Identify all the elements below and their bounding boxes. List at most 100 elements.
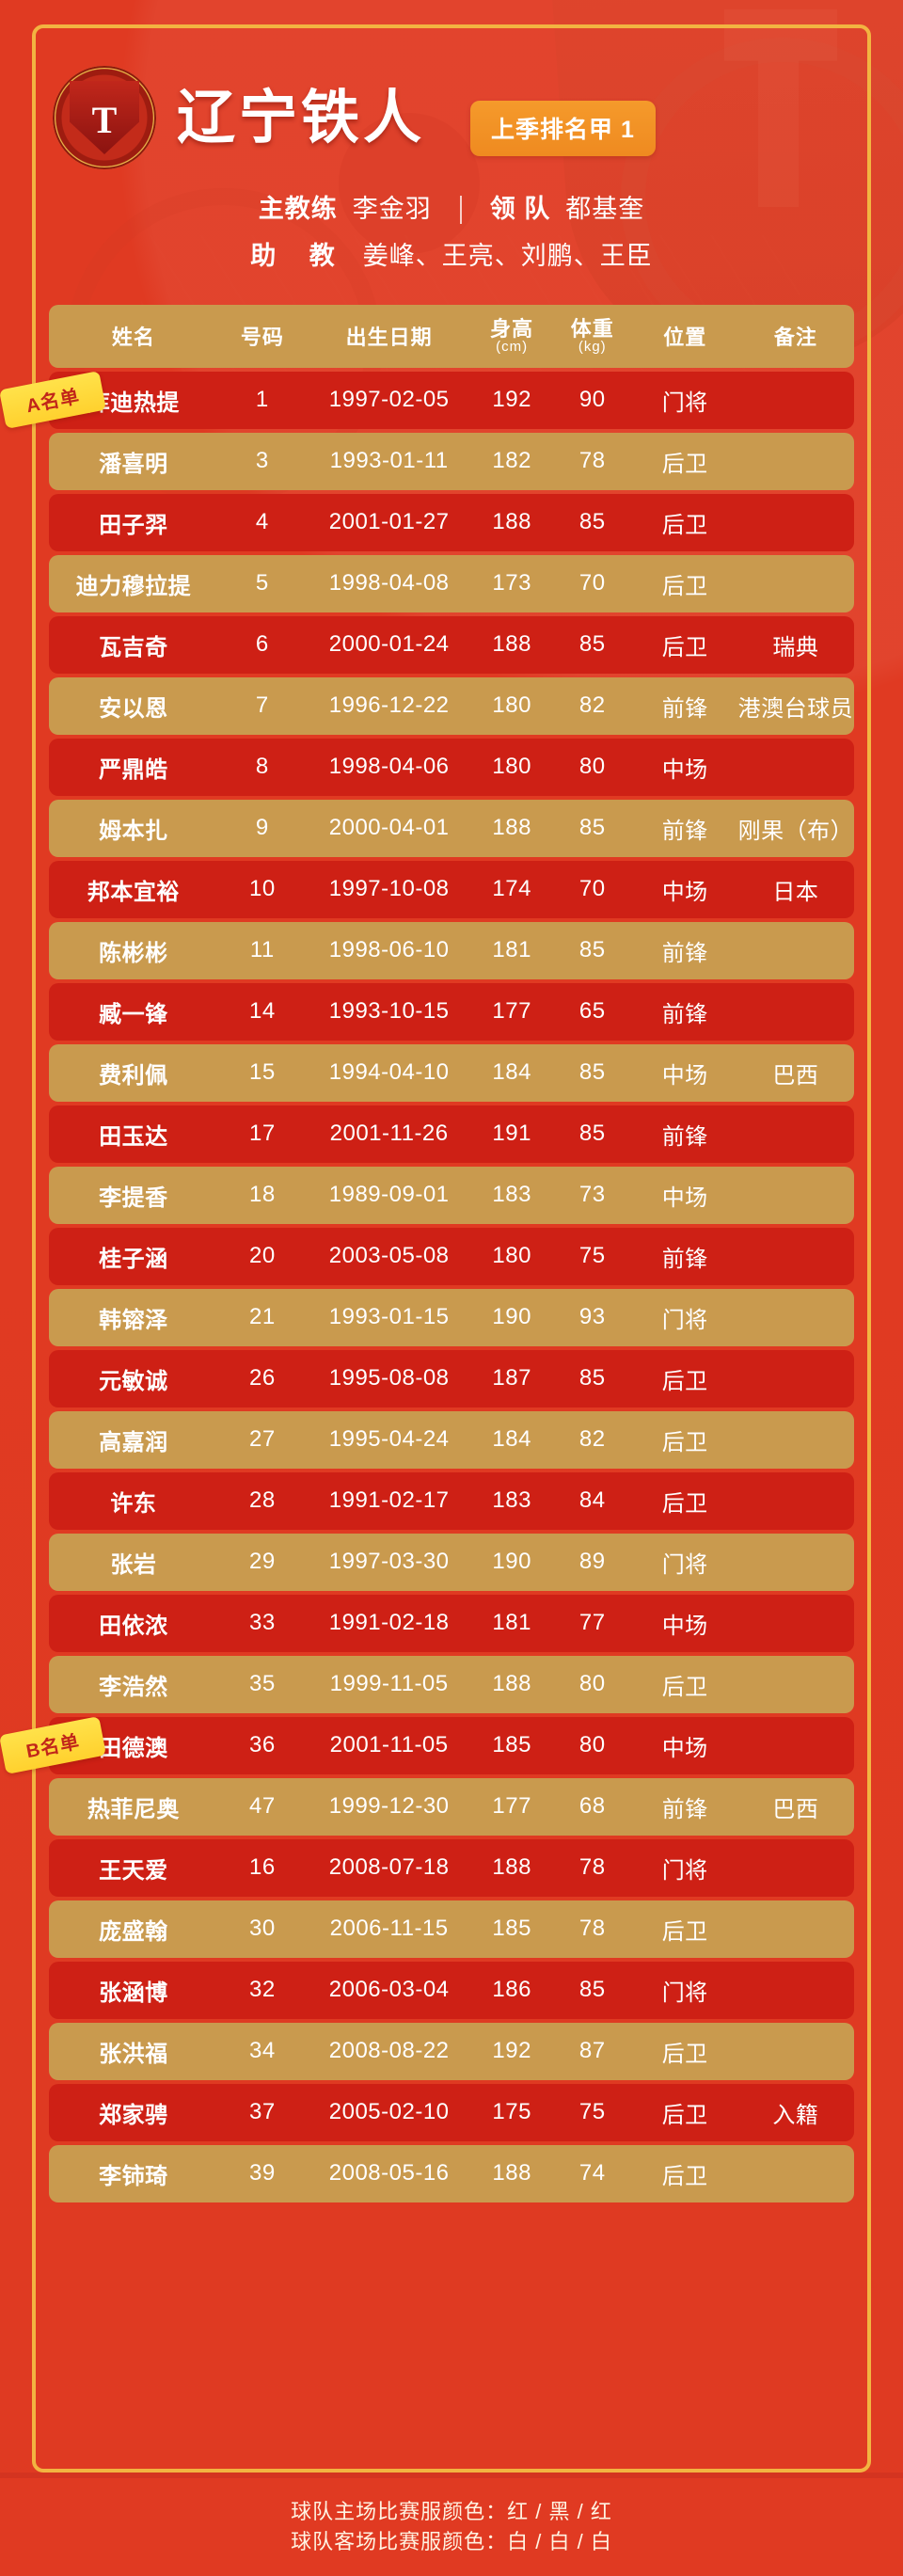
table-row: 臧一锋 14 1993-10-15 177 65 前锋	[49, 982, 854, 1041]
cell-position: 前锋	[632, 921, 737, 979]
cell-number: 6	[217, 615, 307, 674]
cell-weight: 74	[551, 2144, 633, 2202]
cell-number: 11	[217, 921, 307, 979]
cell-weight: 80	[551, 1716, 633, 1774]
title-row: LIAONING TIEREN T 辽宁铁人 上季排名甲 1	[0, 66, 903, 169]
table-row: 潘喜明 3 1993-01-11 182 78 后卫	[49, 432, 854, 490]
cell-weight: 78	[551, 1838, 633, 1897]
cell-note	[737, 1533, 854, 1591]
col-header-weight: 体重 (kg)	[551, 304, 633, 368]
table-header-row: 姓名 号码 出生日期 身高 (cm) 体重 (kg)	[49, 304, 854, 368]
cell-number: 9	[217, 799, 307, 857]
cell-height: 177	[471, 982, 552, 1041]
cell-position: 后卫	[632, 493, 737, 551]
cell-weight: 85	[551, 615, 633, 674]
cell-dob: 1991-02-17	[306, 1471, 472, 1530]
cell-weight: 82	[551, 1410, 633, 1469]
table-row: 瓦吉奇 6 2000-01-24 188 85 后卫 瑞典	[49, 615, 854, 674]
cell-position: 后卫	[632, 1410, 737, 1469]
cell-height: 190	[471, 1533, 552, 1591]
table-row: 王天爱 16 2008-07-18 188 78 门将	[49, 1838, 854, 1897]
cell-position: 后卫	[632, 2022, 737, 2080]
cell-number: 20	[217, 1227, 307, 1285]
cell-note: 入籍	[737, 2083, 854, 2141]
cell-position: 门将	[632, 1838, 737, 1897]
crest-monogram: T	[91, 99, 118, 141]
cell-note: 日本	[737, 860, 854, 918]
cell-number: 4	[217, 493, 307, 551]
cell-height: 188	[471, 1655, 552, 1713]
cell-height: 181	[471, 1594, 552, 1652]
table-row: 姆本扎 9 2000-04-01 188 85 前锋 刚果（布）	[49, 799, 854, 857]
roster-table: 姓名 号码 出生日期 身高 (cm) 体重 (kg)	[49, 301, 854, 2206]
cell-weight: 90	[551, 371, 633, 429]
cell-note	[737, 1471, 854, 1530]
table-row: 严鼎皓 8 1998-04-06 180 80 中场	[49, 738, 854, 796]
table-row: 张涵博 32 2006-03-04 186 85 门将	[49, 1961, 854, 2019]
cell-note	[737, 1166, 854, 1224]
cell-number: 1	[217, 371, 307, 429]
cell-number: 15	[217, 1043, 307, 1102]
crest-arc-top: LIAONING TIEREN	[53, 66, 156, 69]
cell-position: 前锋	[632, 799, 737, 857]
cell-height: 188	[471, 615, 552, 674]
cell-number: 3	[217, 432, 307, 490]
col-header-name: 姓名	[49, 304, 218, 368]
cell-height: 186	[471, 1961, 552, 2019]
cell-note	[737, 493, 854, 551]
cell-name: 许东	[49, 1471, 218, 1530]
cell-number: 39	[217, 2144, 307, 2202]
cell-number: 26	[217, 1349, 307, 1407]
col-header-dob-label: 出生日期	[345, 326, 433, 350]
cell-name: 高嘉润	[49, 1410, 218, 1469]
cell-name: 臧一锋	[49, 982, 218, 1041]
cell-note: 巴西	[737, 1777, 854, 1836]
cell-name: 热菲尼奥	[49, 1777, 218, 1836]
cell-name: 李铈琦	[49, 2144, 218, 2202]
cell-dob: 2008-07-18	[306, 1838, 472, 1897]
cell-name: 桂子涵	[49, 1227, 218, 1285]
cell-name: 李提香	[49, 1166, 218, 1224]
cell-name: 潘喜明	[49, 432, 218, 490]
cell-dob: 1995-04-24	[306, 1410, 472, 1469]
table-row: 李浩然 35 1999-11-05 188 80 后卫	[49, 1655, 854, 1713]
cell-dob: 1998-04-08	[306, 554, 472, 612]
cell-weight: 75	[551, 2083, 633, 2141]
staff-line-head-coach: 主教练 李金羽 领 队 都基奎	[38, 190, 865, 230]
cell-number: 14	[217, 982, 307, 1041]
cell-height: 182	[471, 432, 552, 490]
crest-ring-text: LIAONING TIEREN	[53, 66, 156, 169]
cell-note: 刚果（布）	[737, 799, 854, 857]
cell-height: 192	[471, 371, 552, 429]
cell-weight: 77	[551, 1594, 633, 1652]
cell-position: 后卫	[632, 1900, 737, 1958]
col-header-note-label: 备注	[773, 326, 817, 350]
cell-dob: 1994-04-10	[306, 1043, 472, 1102]
cell-position: 后卫	[632, 554, 737, 612]
cell-height: 173	[471, 554, 552, 612]
cell-name: 田依浓	[49, 1594, 218, 1652]
cell-height: 185	[471, 1900, 552, 1958]
cell-position: 门将	[632, 1288, 737, 1346]
cell-weight: 78	[551, 1900, 633, 1958]
cell-note	[737, 1655, 854, 1713]
cell-height: 188	[471, 799, 552, 857]
col-header-position: 位置	[632, 304, 737, 368]
cell-note	[737, 1288, 854, 1346]
roster-table-wrap: A名单 B名单 姓名 号码 出生日期	[0, 301, 854, 2206]
cell-height: 188	[471, 2144, 552, 2202]
cell-name: 庞盛翰	[49, 1900, 218, 1958]
cell-height: 191	[471, 1105, 552, 1163]
cell-number: 37	[217, 2083, 307, 2141]
cell-note	[737, 1900, 854, 1958]
cell-position: 前锋	[632, 1105, 737, 1163]
cell-dob: 1997-10-08	[306, 860, 472, 918]
cell-position: 后卫	[632, 615, 737, 674]
cell-weight: 80	[551, 738, 633, 796]
cell-note	[737, 1961, 854, 2019]
cell-dob: 2008-08-22	[306, 2022, 472, 2080]
cell-weight: 84	[551, 1471, 633, 1530]
cell-note	[737, 1716, 854, 1774]
cell-height: 174	[471, 860, 552, 918]
